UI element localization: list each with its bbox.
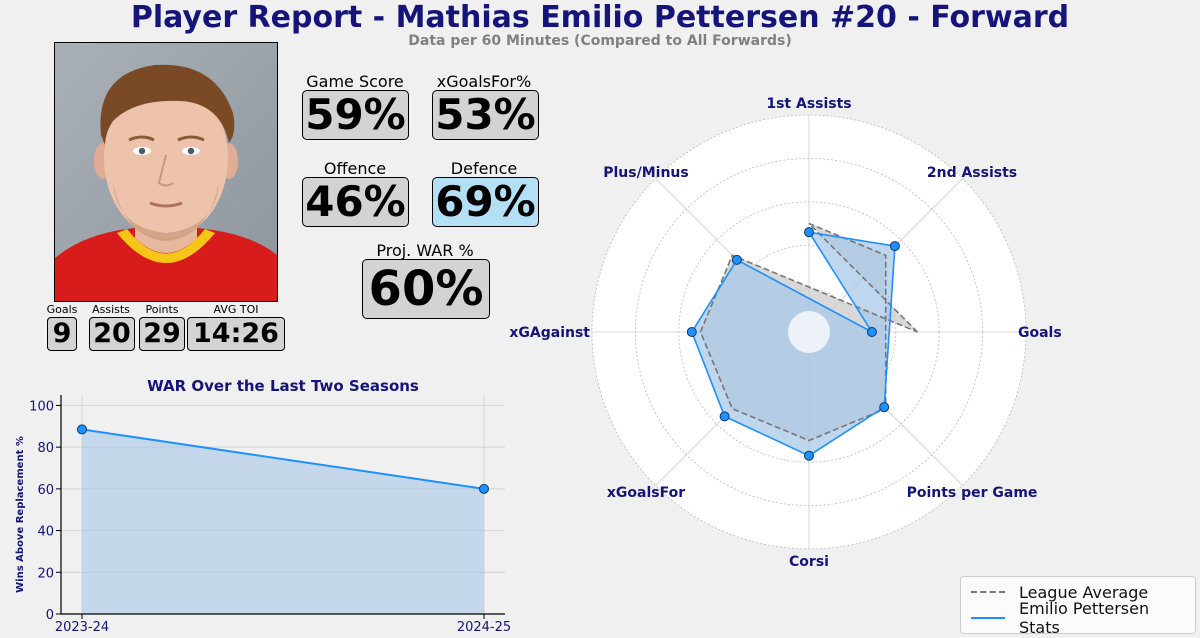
game-score-value: 59% <box>302 90 409 140</box>
war-line-chart: WAR Over the Last Two Seasons 0 20 40 60 80 10… <box>15 377 511 635</box>
war-area-fill <box>82 429 484 614</box>
page-subtitle: Data per 60 Minutes (Compared to All For… <box>408 33 792 49</box>
war-tick-label-y: 80 <box>37 441 54 456</box>
war-y-axis-label: Wins Above Replacement % <box>15 436 26 593</box>
radar-axis-label: Goals <box>1018 325 1062 341</box>
radar-axis-label: 1st Assists <box>766 96 851 112</box>
radar-axis-label: xGAgainst <box>509 325 590 341</box>
radar-player-point <box>889 241 900 252</box>
legend-player-label: Emilio Pettersen Stats <box>1019 599 1150 637</box>
war-data-point <box>77 424 87 435</box>
avg-toi-label: AVG TOI <box>213 303 259 316</box>
radar-axis-label: 2nd Assists <box>927 165 1017 181</box>
legend-solid-line-swatch <box>971 617 1005 619</box>
war-tick-label-y: 60 <box>37 483 54 498</box>
assists-label: Assists <box>92 303 130 316</box>
war-tick-label-y: 40 <box>37 525 54 540</box>
war-tick-label-y: 100 <box>29 399 54 414</box>
points-label: Points <box>145 303 179 316</box>
war-chart-title: WAR Over the Last Two Seasons <box>147 377 419 395</box>
radar-axis-label: Points per Game <box>907 485 1038 501</box>
radar-player-point <box>719 411 730 422</box>
defence-label: Defence <box>450 159 518 178</box>
radar-center-hole <box>788 311 830 353</box>
defence-value: 69% <box>432 177 539 227</box>
xgoalsfor-pct-label: xGoalsFor% <box>436 72 532 91</box>
xgoalsfor-pct-value: 53% <box>432 90 539 140</box>
war-tick-label-y: 20 <box>37 566 54 581</box>
radar-axis-label: xGoalsFor <box>607 485 685 501</box>
legend-dashed-line-swatch <box>971 591 1005 593</box>
radar-player-point <box>804 227 814 238</box>
legend-league-label: League Average <box>1019 582 1149 602</box>
radar-axis-label: Plus/Minus <box>603 165 688 181</box>
goals-label: Goals <box>46 303 78 316</box>
legend-item-league: League Average <box>971 580 1148 604</box>
radar-league-line <box>699 222 919 442</box>
proj-war-value: 60% <box>362 259 490 319</box>
radar-player-point <box>686 327 697 337</box>
radar-player-point <box>731 254 742 265</box>
radar-axis-label: Corsi <box>789 554 829 570</box>
war-tick-label-x: 2023-24 <box>55 620 109 635</box>
goals-value: 9 <box>47 317 77 351</box>
legend-item-player: Emilio Pettersen Stats <box>971 599 1195 637</box>
page-title: Player Report - Mathias Emilio Pettersen… <box>130 0 1070 35</box>
avg-toi-value: 14:26 <box>187 317 285 351</box>
radar-player-point <box>879 402 890 413</box>
offence-label: Offence <box>323 159 387 178</box>
radar-legend: League Average Emilio Pettersen Stats <box>960 576 1196 637</box>
assists-value: 20 <box>89 317 135 351</box>
war-data-point <box>479 483 489 494</box>
offence-value: 46% <box>302 177 409 227</box>
player-photo <box>54 42 278 302</box>
war-tick-label-x: 2024-25 <box>457 620 511 635</box>
war-line <box>81 428 485 490</box>
proj-war-label: Proj. WAR % <box>376 241 474 260</box>
radar-chart: Goals 1st Assists 2nd Assists Points per Ga… <box>509 96 1061 570</box>
player-portrait-image <box>55 43 277 301</box>
game-score-label: Game Score <box>306 72 404 91</box>
radar-player-point <box>866 327 877 337</box>
points-value: 29 <box>139 317 185 351</box>
radar-player-point <box>804 450 814 461</box>
war-tick-label-y: 0 <box>46 608 54 623</box>
